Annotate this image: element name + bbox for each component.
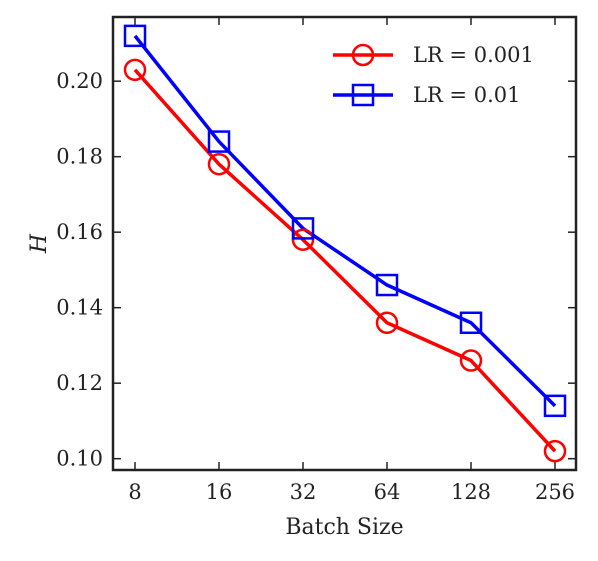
x-axis-label: Batch Size	[285, 515, 403, 540]
y-tick-label: 0.16	[56, 220, 103, 244]
data-point-square	[291, 217, 315, 240]
data-point-square	[543, 394, 567, 418]
series-line-0	[133, 68, 557, 453]
data-point-circle	[207, 152, 231, 176]
x-tick-label: 256	[535, 480, 575, 504]
data-point-circle	[459, 349, 483, 372]
legend-label: LR = 0.001	[413, 43, 534, 67]
data-point-square	[459, 311, 483, 335]
series-line-1	[133, 34, 557, 408]
data-point-square	[375, 273, 399, 297]
y-tick-label: 0.18	[56, 145, 103, 169]
plot-frame	[111, 15, 578, 472]
x-tick-label: 16	[206, 480, 233, 504]
series-markers	[123, 24, 567, 463]
legend-marker-square	[351, 83, 375, 107]
x-tick-label: 64	[374, 480, 401, 504]
legend-marker-circle	[351, 43, 375, 67]
legend: LR = 0.001 LR = 0.01	[333, 43, 534, 107]
axis-ticks: 0.10 0.12 0.14 0.16 0.18 0.20 8 16 32 64 128 256	[56, 17, 576, 504]
data-point-circle	[375, 311, 399, 335]
y-tick-label: 0.20	[56, 69, 103, 93]
y-tick-label: 0.12	[56, 371, 103, 395]
data-point-circle	[291, 228, 315, 251]
y-tick-label: 0.10	[56, 447, 103, 471]
data-point-square	[123, 24, 147, 48]
legend-label: LR = 0.01	[413, 83, 520, 107]
data-point-circle	[123, 58, 147, 82]
y-axis-label: H	[27, 233, 52, 254]
x-tick-label: 32	[290, 480, 317, 504]
data-point-circle	[543, 439, 567, 463]
y-tick-label: 0.14	[56, 296, 103, 320]
series-lines	[133, 34, 557, 453]
data-point-square	[207, 130, 231, 153]
x-tick-label: 8	[128, 480, 141, 504]
x-tick-label: 128	[451, 480, 491, 504]
